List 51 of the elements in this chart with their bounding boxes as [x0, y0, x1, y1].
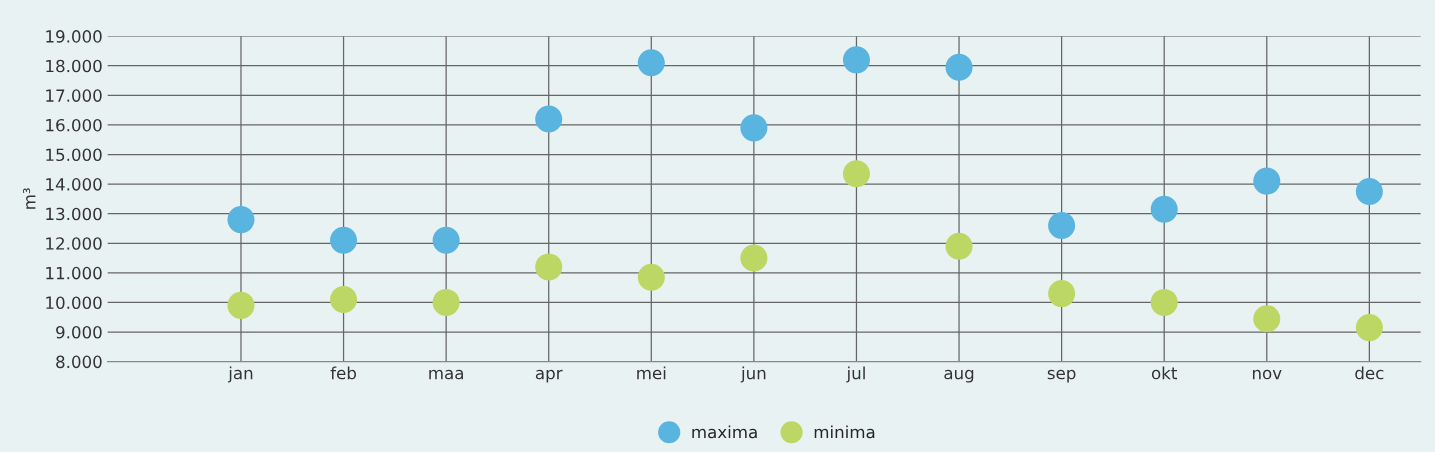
point: [432, 288, 460, 316]
point: [1048, 211, 1076, 240]
x-tick-label: maa: [429, 369, 463, 380]
y-tick-label: 11.000: [46, 266, 102, 280]
x-tick-label: aug: [944, 369, 974, 383]
y-tick-label: 17.000: [46, 89, 102, 102]
point: [1253, 167, 1281, 195]
point: [227, 291, 255, 319]
y-axis-title: m³: [23, 188, 36, 209]
point: [637, 49, 665, 77]
y-tick-label: 19.000: [46, 30, 102, 43]
point: [740, 114, 768, 142]
x-tick-label: jun: [740, 366, 766, 383]
y-tick-label: 18.000: [46, 59, 102, 73]
point: [535, 253, 563, 281]
x-tick-label: okt: [1151, 366, 1177, 380]
x-tick-label: apr: [535, 369, 563, 383]
x-tick-label: mei: [637, 366, 666, 380]
point: [842, 160, 870, 188]
point: [1253, 305, 1281, 333]
y-tick-label: 15.000: [46, 148, 102, 162]
point: [330, 226, 358, 254]
point: [1355, 314, 1383, 342]
y-tick-label: 8.000: [56, 355, 102, 369]
point: [1150, 195, 1178, 223]
x-tick-label: sep: [1047, 369, 1076, 383]
y-tick-label: 14.000: [46, 178, 102, 191]
point: [637, 263, 665, 291]
legend-label: minima: [814, 425, 875, 439]
point: [1150, 288, 1178, 316]
x-tick-label: jul: [846, 366, 865, 383]
y-tick-label: 13.000: [46, 207, 102, 221]
y-tick-label: 9.000: [56, 325, 102, 339]
x-tick-label: jan: [227, 366, 253, 383]
point: [330, 285, 358, 314]
x-tick-label: dec: [1355, 366, 1384, 380]
legend-label: maxima: [692, 425, 757, 439]
y-tick-label: 16.000: [46, 118, 102, 132]
point: [842, 46, 870, 74]
point: [740, 244, 768, 272]
point: [432, 226, 460, 254]
point: [945, 232, 973, 260]
point: [227, 206, 255, 234]
point: [535, 105, 563, 133]
point: [1355, 177, 1383, 206]
y-tick-label: 12.000: [46, 237, 102, 250]
x-tick-label: nov: [1252, 369, 1282, 380]
x-tick-label: feb: [330, 366, 356, 380]
point: [1048, 280, 1076, 308]
y-tick-label: 10.000: [46, 296, 102, 309]
point: [945, 53, 973, 81]
